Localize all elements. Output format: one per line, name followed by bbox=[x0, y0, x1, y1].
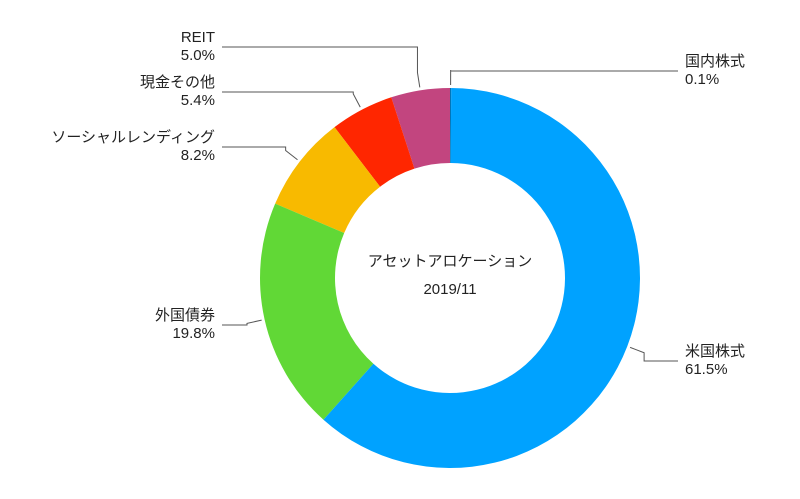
chart-title: アセットアロケーション bbox=[368, 253, 532, 270]
donut-slice bbox=[391, 88, 450, 169]
leader-line bbox=[222, 91, 361, 108]
donut-slice bbox=[260, 203, 374, 420]
leader-line bbox=[222, 146, 298, 161]
value-label: 5.0% bbox=[181, 47, 215, 64]
leader-line bbox=[629, 346, 678, 362]
donut-slice bbox=[450, 88, 452, 164]
donut-slice bbox=[334, 97, 415, 187]
leader-line bbox=[222, 46, 421, 88]
value-label: 19.8% bbox=[172, 325, 215, 342]
category-label: 外国債券 bbox=[155, 307, 215, 324]
leader-line bbox=[450, 69, 678, 86]
leader-line bbox=[222, 319, 262, 326]
category-label: 国内株式 bbox=[685, 53, 745, 70]
value-label: 0.1% bbox=[685, 71, 719, 88]
donut-slice bbox=[275, 127, 381, 233]
category-label: 現金その他 bbox=[140, 74, 215, 91]
category-label: REIT bbox=[181, 29, 215, 46]
category-label: 米国株式 bbox=[685, 343, 745, 360]
chart-subtitle: 2019/11 bbox=[423, 281, 476, 298]
value-label: 8.2% bbox=[181, 147, 215, 164]
donut-slice bbox=[323, 88, 641, 468]
value-label: 5.4% bbox=[181, 92, 215, 109]
value-label: 61.5% bbox=[685, 361, 728, 378]
category-label: ソーシャルレンディング bbox=[51, 128, 215, 146]
